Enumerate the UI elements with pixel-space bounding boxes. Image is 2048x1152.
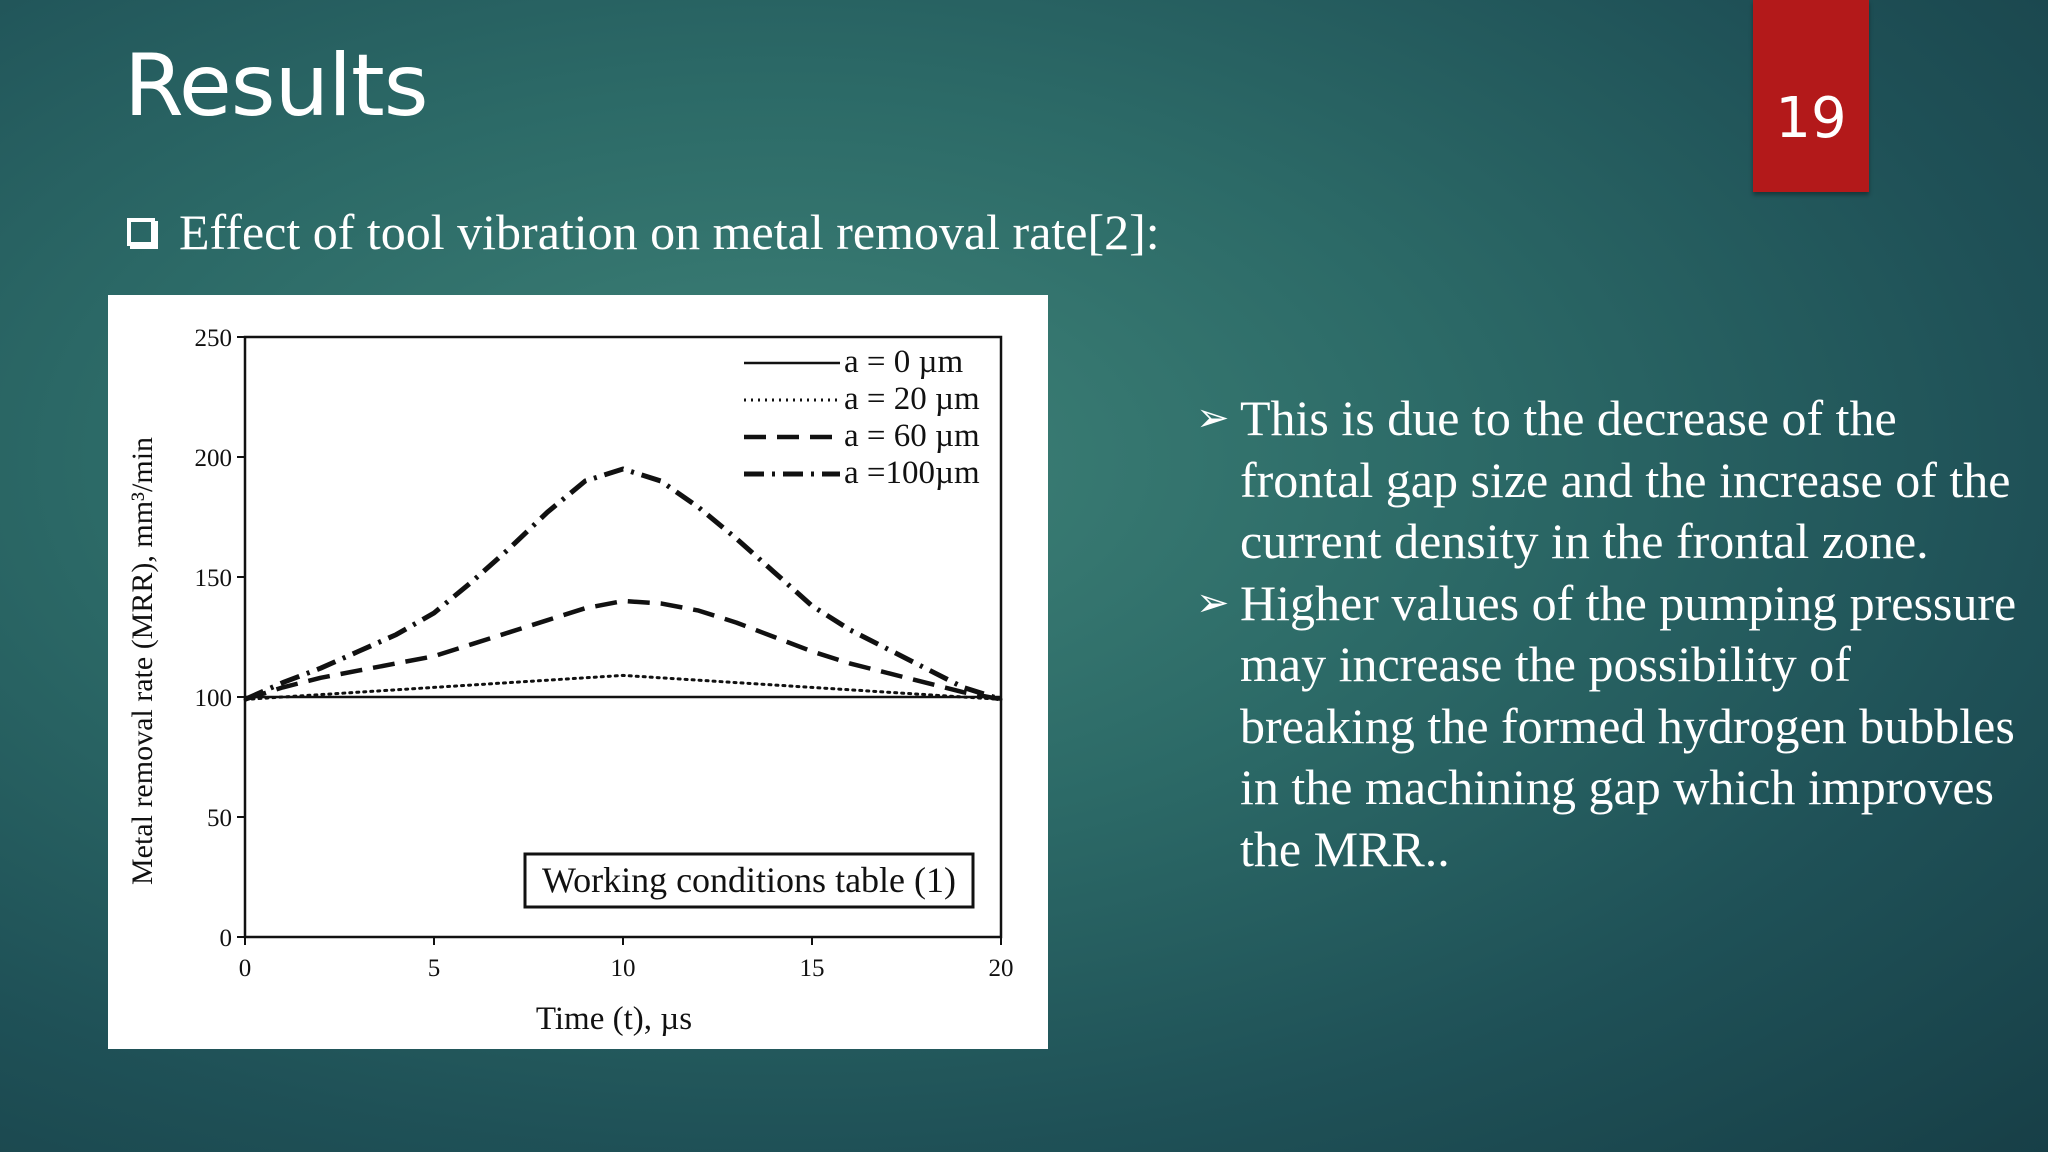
x-tick-label: 15	[800, 955, 825, 982]
legend-label: a = 0 µm	[844, 344, 964, 380]
y-tick-label: 50	[207, 805, 232, 832]
arrow-icon: ➢	[1196, 395, 1230, 441]
y-tick-label: 0	[220, 925, 233, 952]
series-line-4	[243, 466, 1002, 702]
checkbox-icon	[127, 218, 155, 246]
x-tick-label: 5	[428, 955, 441, 982]
page-number: 19	[1775, 86, 1847, 151]
y-tick-label: 100	[195, 685, 233, 712]
chart-panel: 0 50 100 150 200 250 0 5 10 15 20 a = 0 µm a = 20 µ…	[108, 295, 1048, 1049]
x-axis-label: Time (t), µs	[536, 1001, 692, 1037]
series-line-2	[243, 673, 1003, 701]
annotation-box	[523, 852, 975, 909]
annotation-text: Working conditions table (1)	[542, 860, 956, 900]
bullet-item: ➢ Higher values of the pumping pressure …	[1196, 573, 2026, 881]
x-tick-label: 0	[239, 955, 252, 982]
slide-title: Results	[124, 36, 429, 136]
x-tick-label: 20	[989, 955, 1014, 982]
bullet-item: ➢ This is due to the decrease of the fro…	[1196, 388, 2026, 573]
arrow-icon: ➢	[1196, 579, 1230, 626]
bullet-text: This is due to the decrease of the front…	[1240, 390, 2011, 569]
page-number-badge: 19	[1753, 0, 1869, 192]
y-axis-label: Metal removal rate (MRR), mm³/min	[126, 437, 159, 885]
legend-label: a = 60 µm	[844, 418, 980, 454]
y-tick-label: 150	[195, 565, 233, 592]
y-tick-label: 200	[195, 445, 233, 472]
subheading: Effect of tool vibration on metal remova…	[127, 203, 1160, 261]
bullet-list: ➢ This is due to the decrease of the fro…	[1196, 388, 2026, 880]
subheading-text: Effect of tool vibration on metal remova…	[179, 204, 1160, 260]
legend-label: a = 20 µm	[844, 381, 980, 417]
x-tick-label: 10	[611, 955, 636, 982]
bullet-text: Higher values of the pumping pressure ma…	[1240, 574, 2017, 877]
mrr-line-chart: 0 50 100 150 200 250 0 5 10 15 20 a = 0 µma = 20 µ…	[126, 325, 1014, 1037]
y-tick-label: 250	[195, 325, 233, 352]
legend-label: a =100µm	[844, 455, 980, 491]
